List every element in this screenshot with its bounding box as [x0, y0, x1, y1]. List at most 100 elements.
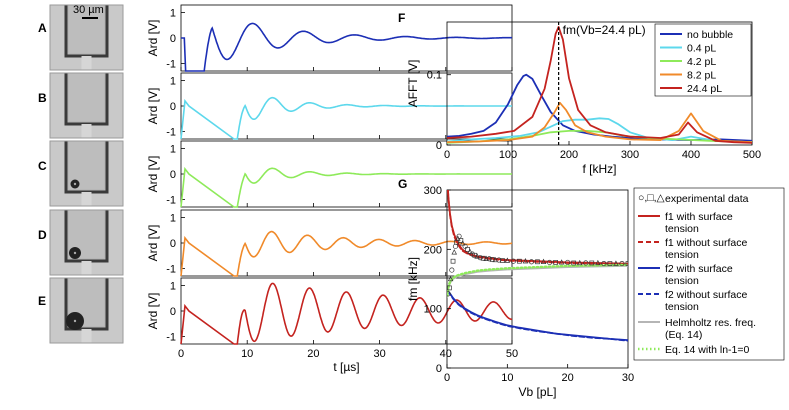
x-tick-label: 40	[440, 348, 452, 360]
data-point	[459, 240, 466, 246]
x-tick-label: 30	[622, 372, 634, 384]
legend-symbols: ○,□,△	[638, 192, 666, 204]
data-point	[486, 256, 492, 262]
data-point	[595, 259, 601, 266]
outlet	[81, 192, 92, 206]
x-axis-label: f [kHz]	[582, 162, 616, 176]
panel-letter-c: C	[38, 159, 47, 173]
micrograph-frame	[49, 209, 124, 276]
series-line	[446, 26, 753, 144]
data-point	[465, 246, 470, 252]
x-tick-label: 0	[178, 348, 184, 360]
legend-label-line: f1 with surface	[665, 211, 733, 223]
legend-label: f1 with surface tension	[665, 211, 733, 235]
y-tick-label: 0	[170, 33, 176, 45]
signal-panel-b: -1 0 1 Ard [V]	[146, 72, 513, 140]
legend-label: 24.4 pL	[687, 83, 722, 95]
data-point	[601, 261, 607, 267]
signal-panel-a: -1 0 1 Ard [V]	[146, 4, 513, 72]
outlet	[81, 329, 92, 343]
x-tick-label: 300	[621, 149, 639, 161]
y-tick-label: 1	[170, 144, 176, 156]
legend-label-line: tension	[665, 275, 699, 287]
data-point	[469, 251, 475, 257]
x-tick-label: 200	[560, 149, 578, 161]
panel-letter-g: G	[398, 177, 407, 191]
legend-label: 0.4 pL	[687, 43, 716, 55]
data-point	[613, 260, 619, 266]
data-point	[565, 259, 571, 265]
y-tick-label: 1	[170, 281, 176, 293]
fm-annotation: fm(Vb=24.4 pL)	[563, 23, 646, 37]
x-tick-label: 10	[241, 348, 253, 360]
panel-letter-f: F	[398, 11, 405, 25]
micrograph-e	[49, 277, 124, 344]
y-tick-label: 100	[424, 304, 442, 316]
y-axis-label: Ard [V]	[146, 156, 160, 193]
y-axis-label: Ard [V]	[146, 88, 160, 125]
scale-bar-label: 30 µm	[73, 4, 104, 16]
micrograph-frame	[49, 277, 124, 344]
data-point	[504, 257, 511, 263]
y-tick-label: 0	[170, 169, 176, 181]
micrograph-frame	[49, 140, 124, 207]
data-point	[510, 258, 516, 264]
y-tick-label: -1	[166, 263, 176, 275]
legend-label: f1 without surface tension	[665, 237, 747, 261]
micrograph-c	[49, 140, 124, 207]
signal-line	[180, 282, 512, 345]
panel-letter-e: E	[38, 294, 46, 308]
bubble-highlight	[73, 182, 77, 186]
y-tick-label: 300	[424, 185, 442, 197]
series-line	[447, 290, 628, 341]
y-axis-label: AFFT [V]	[406, 60, 420, 108]
signal-line	[180, 96, 512, 140]
outlet	[81, 261, 92, 275]
outlet	[81, 124, 92, 138]
data-point	[540, 258, 547, 264]
series-line	[446, 101, 753, 144]
y-axis-label: Ard [V]	[146, 293, 160, 330]
y-tick-label: 1	[170, 76, 176, 88]
signal-line	[180, 166, 512, 208]
axes-frame	[180, 277, 513, 345]
legend-label: Helmholtz res. freq. (Eq. 14)	[665, 317, 756, 341]
micrograph-frame	[49, 4, 124, 71]
data-point	[477, 255, 483, 261]
series-line	[447, 190, 628, 265]
data-point	[625, 261, 628, 266]
data-point	[535, 259, 540, 265]
x-tick-label: 0	[444, 149, 450, 161]
legend-label-line: tension	[665, 301, 699, 313]
y-axis-label: Ard [V]	[146, 20, 160, 57]
x-tick-label: 0	[444, 372, 450, 384]
legend-label: 4.2 pL	[687, 56, 716, 68]
signal-panel-c: -1 0 1 Ard [V]	[146, 140, 513, 208]
data-point	[451, 249, 458, 255]
data-point	[589, 260, 595, 266]
x-tick-label: 10	[501, 372, 513, 384]
y-tick-label: 0	[170, 306, 176, 318]
legend-label: no bubble	[687, 29, 733, 41]
chamber	[69, 73, 104, 121]
data-point	[558, 259, 565, 265]
data-point	[447, 291, 451, 297]
data-point	[458, 238, 464, 243]
y-axis-label: fm [kHz]	[406, 257, 420, 301]
y-tick-label: -1	[166, 331, 176, 343]
axes-frame	[446, 21, 753, 146]
y-tick-label: 200	[424, 244, 442, 256]
data-point	[553, 260, 558, 265]
y-tick-label: 1	[170, 213, 176, 225]
signal-line	[181, 22, 512, 72]
data-point	[452, 243, 458, 249]
data-point	[447, 285, 452, 291]
data-point	[607, 261, 613, 266]
legend-label: 8.2 pL	[687, 70, 716, 82]
legend-label-line: f1 without surface	[665, 237, 747, 249]
bubble-highlight	[73, 251, 77, 255]
data-point	[547, 259, 553, 265]
panel-letter-a: A	[38, 21, 47, 35]
